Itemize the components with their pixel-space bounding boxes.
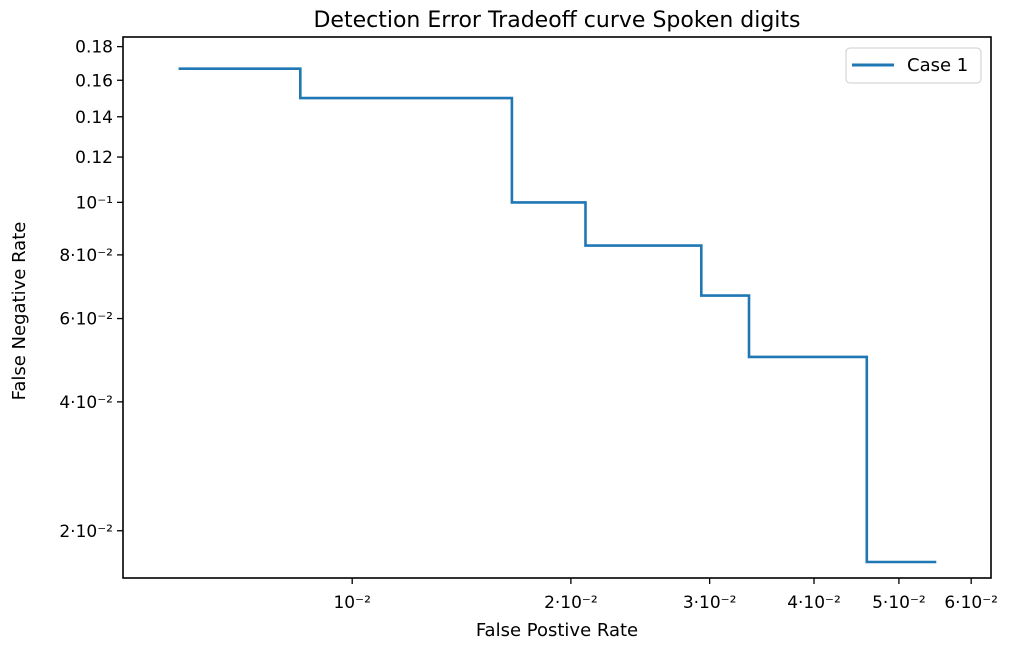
y-tick-label-0-08: 8·10⁻²	[59, 246, 113, 266]
y-tick-label-0-06: 6·10⁻²	[59, 310, 113, 330]
y-tick-label-0-02: 2·10⁻²	[59, 522, 113, 542]
y-axis-label: False Negative Rate	[9, 222, 30, 401]
x-axis-label: False Postive Rate	[476, 620, 638, 641]
y-tick-label-0-18: 0.18	[75, 38, 113, 58]
x-tick-label-0-06: 6·10⁻²	[944, 593, 998, 613]
x-tick-label-0-05: 5·10⁻²	[872, 593, 926, 613]
x-tick-label-0-02: 2·10⁻²	[544, 593, 598, 613]
y-axis-ticks: 2·10⁻² 4·10⁻² 6·10⁻² 8·10⁻² 10⁻¹ 0.12 0.14 0.16…	[59, 38, 123, 542]
y-tick-label-0-04: 4·10⁻²	[59, 393, 113, 413]
y-tick-label-0-12: 0.12	[75, 148, 113, 168]
series-layer	[178, 67, 937, 564]
legend: Case 1	[845, 47, 982, 84]
x-tick-label-0-04: 4·10⁻²	[787, 593, 841, 613]
y-tick-label-0-1: 10⁻¹	[76, 193, 113, 213]
chart-title: Detection Error Tradeoff curve Spoken di…	[313, 8, 800, 33]
plot-area-frame	[122, 36, 992, 579]
x-tick-label-0-03: 3·10⁻²	[683, 593, 737, 613]
legend-label-case-1: Case 1	[907, 55, 968, 76]
y-tick-label-0-14: 0.14	[75, 108, 113, 128]
x-axis-ticks: 10⁻² 2·10⁻² 3·10⁻² 4·10⁻² 5·10⁻² 6·10⁻²	[333, 578, 998, 613]
legend-box	[845, 47, 982, 84]
series-line-1	[178, 67, 937, 564]
y-tick-label-0-16: 0.16	[75, 71, 113, 91]
x-tick-label-0-01: 10⁻²	[333, 593, 370, 613]
